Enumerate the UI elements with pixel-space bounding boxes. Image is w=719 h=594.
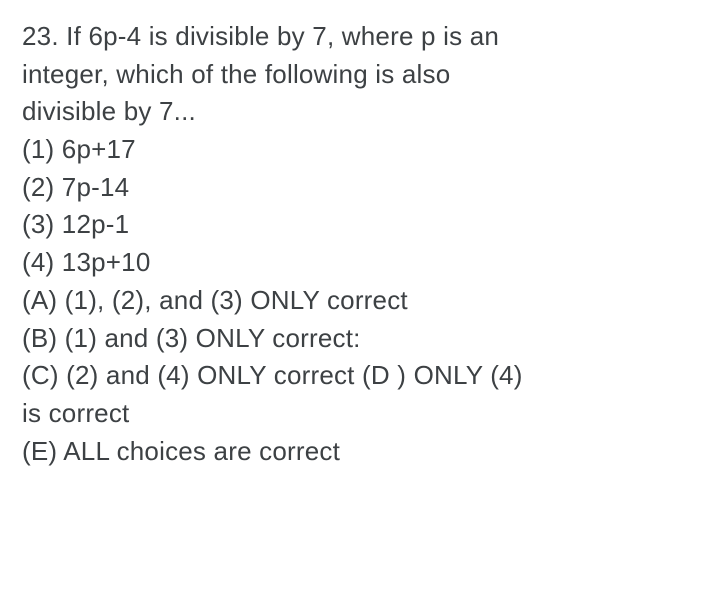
option-b: (B) (1) and (3) ONLY correct: (22, 320, 697, 358)
option-c-d-cont: is correct (22, 395, 697, 433)
statement-4: (4) 13p+10 (22, 244, 697, 282)
option-c-d: (C) (2) and (4) ONLY correct (D ) ONLY (… (22, 357, 697, 395)
question-block: 23. If 6p-4 is divisible by 7, where p i… (0, 0, 719, 488)
statement-1: (1) 6p+17 (22, 131, 697, 169)
question-line-3: divisible by 7... (22, 93, 697, 131)
statement-3: (3) 12p-1 (22, 206, 697, 244)
question-line-1: 23. If 6p-4 is divisible by 7, where p i… (22, 18, 697, 56)
option-a: (A) (1), (2), and (3) ONLY correct (22, 282, 697, 320)
statement-2: (2) 7p-14 (22, 169, 697, 207)
question-line-2: integer, which of the following is also (22, 56, 697, 94)
option-e: (E) ALL choices are correct (22, 433, 697, 471)
